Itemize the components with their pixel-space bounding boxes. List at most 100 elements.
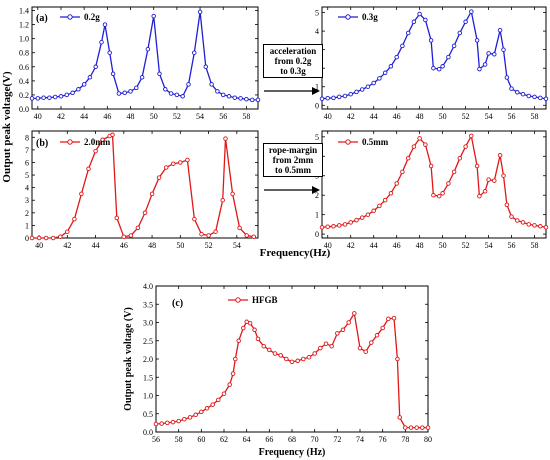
data-point <box>477 66 482 72</box>
data-point <box>382 197 388 203</box>
data-point <box>93 148 98 154</box>
data-point <box>382 70 388 76</box>
data-point <box>474 38 480 43</box>
y-tick-label: 0.4 <box>19 77 29 86</box>
x-tick-label: 54 <box>196 112 204 121</box>
x-tick-label: 56 <box>508 241 516 250</box>
x-tick-label: 50 <box>439 241 447 250</box>
panel-label: (a) <box>36 13 48 24</box>
x-tick-label: 58 <box>242 112 250 121</box>
data-point <box>128 233 134 238</box>
data-point <box>457 155 463 161</box>
y-tick-label: 1.0 <box>143 392 153 401</box>
data-point <box>182 416 187 422</box>
data-point <box>209 82 214 87</box>
x-tick-label: 44 <box>370 241 378 250</box>
data-point <box>230 371 236 376</box>
data-point <box>178 160 183 165</box>
data-point <box>325 95 330 101</box>
data-point <box>369 340 374 345</box>
shared-ylabel: Output peak voltage(V) <box>1 71 13 183</box>
x-tick-label: 78 <box>401 435 409 444</box>
plot-frame <box>31 6 259 110</box>
data-point <box>210 402 215 407</box>
x-tick-label: 58 <box>531 112 539 121</box>
data-point <box>168 91 174 96</box>
data-point <box>371 80 376 86</box>
data-point <box>486 177 491 182</box>
data-point <box>261 343 266 349</box>
x-tick-label: 60 <box>197 435 205 444</box>
data-point <box>515 218 520 223</box>
data-point <box>417 136 422 141</box>
data-point <box>216 397 221 403</box>
data-point <box>156 175 162 180</box>
data-point <box>486 51 491 56</box>
data-point <box>365 212 371 217</box>
data-point <box>543 96 549 102</box>
data-point <box>420 425 425 430</box>
data-point <box>252 327 257 333</box>
data-point <box>377 76 382 81</box>
data-point <box>318 345 323 351</box>
data-point <box>151 13 156 19</box>
y-tick-label: 0 <box>25 234 29 243</box>
x-tick-label: 54 <box>485 241 493 250</box>
data-point <box>469 9 474 14</box>
data-point <box>284 356 289 362</box>
data-point <box>180 94 185 99</box>
data-point <box>186 82 191 87</box>
data-point <box>233 356 238 362</box>
x-tick-label: 76 <box>379 435 387 444</box>
series-line <box>321 133 547 228</box>
data-point <box>457 30 463 36</box>
y-tick-label: 0.5 <box>143 410 153 419</box>
data-point <box>520 220 526 225</box>
series-line <box>32 133 254 239</box>
data-point <box>440 64 445 69</box>
y-tick-label: 4.0 <box>143 282 153 291</box>
data-point <box>323 341 329 346</box>
legend-label: HFGB <box>252 295 278 305</box>
data-point <box>102 22 108 27</box>
y-tick-label: 2 <box>315 191 319 200</box>
data-point <box>244 96 249 102</box>
x-tick-label: 46 <box>120 241 128 250</box>
data-point <box>163 87 168 92</box>
data-point <box>469 133 474 139</box>
data-point <box>331 95 336 101</box>
data-point <box>386 316 391 322</box>
data-point <box>187 415 193 420</box>
legend-label: 0.3g <box>362 12 378 22</box>
series-line <box>321 9 547 100</box>
data-point <box>165 420 170 426</box>
data-point <box>354 89 359 95</box>
y-tick-label: 3 <box>25 196 29 205</box>
arrow-b <box>264 186 320 194</box>
data-point <box>215 89 220 94</box>
x-tick-label: 58 <box>175 435 183 444</box>
arrow-a <box>264 87 320 95</box>
data-point <box>359 215 365 220</box>
data-point <box>50 235 56 241</box>
data-point <box>238 96 243 101</box>
y-tick-label: 2 <box>25 209 29 218</box>
data-point <box>185 157 190 163</box>
data-point <box>52 94 58 100</box>
data-point <box>110 71 116 77</box>
data-point <box>139 75 145 80</box>
data-point <box>352 311 357 316</box>
data-point <box>58 94 64 99</box>
data-point <box>526 222 532 227</box>
y-tick-label: 5 <box>315 133 319 142</box>
y-tick-label: 1 <box>315 211 319 220</box>
data-point <box>400 43 405 49</box>
transition-label-a: acceleration from 0.2g to 0.3g <box>263 44 323 78</box>
data-point <box>520 91 526 97</box>
data-point <box>357 345 363 351</box>
data-point <box>128 89 133 94</box>
x-tick-label: 48 <box>416 112 424 121</box>
y-tick-label: 0 <box>315 230 319 239</box>
data-point <box>492 52 497 57</box>
data-point <box>58 234 63 239</box>
